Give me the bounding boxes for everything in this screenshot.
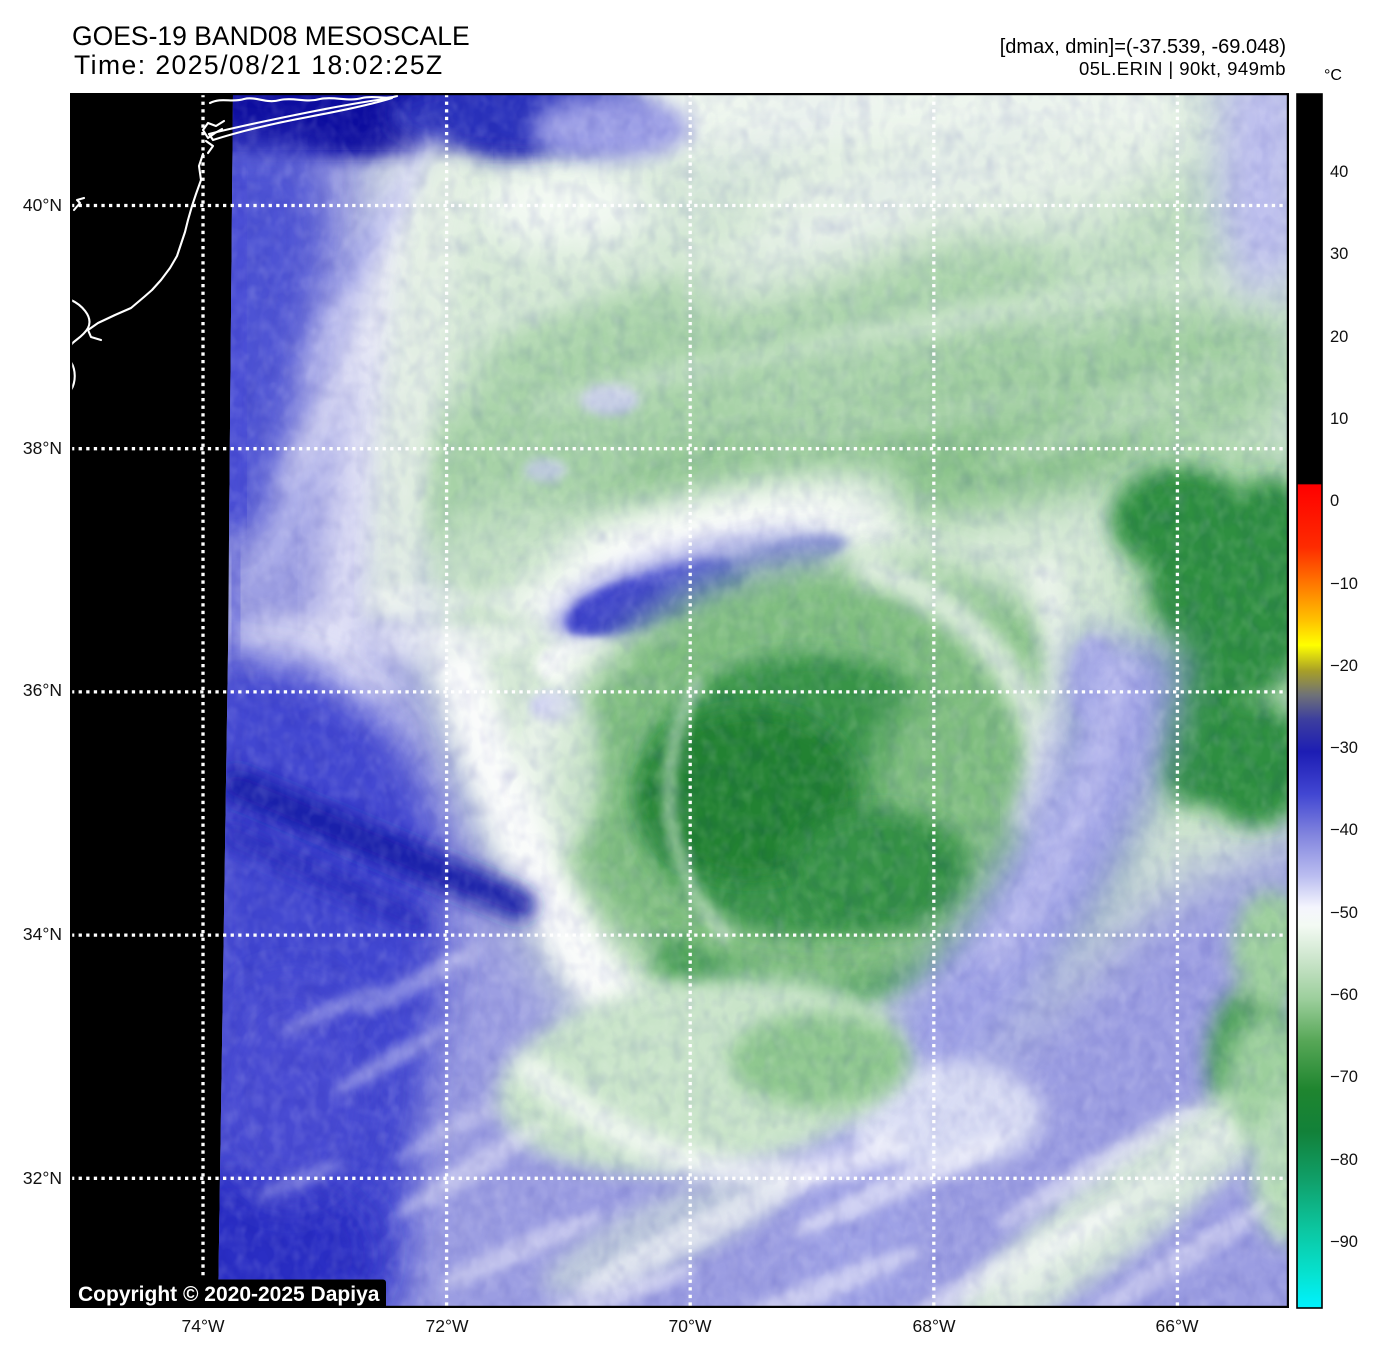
svg-text:Copyright © 2020-2025 Dapiya: Copyright © 2020-2025 Dapiya bbox=[78, 1283, 380, 1306]
